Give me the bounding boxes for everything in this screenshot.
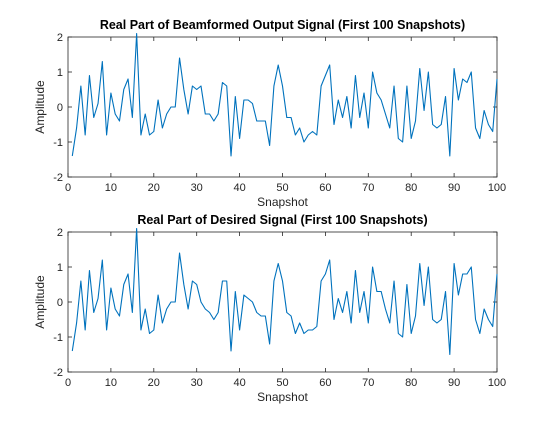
x-tick-label: 80 bbox=[405, 182, 417, 194]
x-tick-label: 20 bbox=[148, 377, 160, 389]
chart-title: Real Part of Desired Signal (First 100 S… bbox=[137, 213, 427, 227]
x-tick-label: 90 bbox=[448, 182, 460, 194]
series-line-1 bbox=[71, 227, 498, 356]
y-tick-label: 0 bbox=[57, 102, 63, 114]
x-tick-label: 60 bbox=[319, 182, 331, 194]
x-tick-label: 60 bbox=[319, 377, 331, 389]
y-tick-label: -2 bbox=[53, 172, 63, 184]
y-tick-label: -1 bbox=[53, 332, 63, 344]
x-tick-label: 50 bbox=[276, 377, 288, 389]
x-tick-label: 50 bbox=[276, 182, 288, 194]
x-tick-label: 0 bbox=[65, 182, 71, 194]
y-tick-label: 1 bbox=[57, 67, 63, 79]
x-tick-label: 70 bbox=[362, 377, 374, 389]
x-tick-label: 80 bbox=[405, 377, 417, 389]
subplot-1: Real Part of Beamformed Output Signal (F… bbox=[33, 18, 506, 209]
x-axis-label: Snapshot bbox=[257, 390, 308, 404]
x-tick-label: 10 bbox=[105, 377, 117, 389]
y-tick-label: -2 bbox=[53, 367, 63, 379]
y-tick-label: 1 bbox=[57, 262, 63, 274]
y-axis-label: Amplitude bbox=[33, 80, 47, 134]
subplot-2: Real Part of Desired Signal (First 100 S… bbox=[33, 213, 506, 404]
x-axis-label: Snapshot bbox=[257, 195, 308, 209]
x-tick-label: 100 bbox=[488, 377, 506, 389]
x-tick-label: 40 bbox=[233, 182, 245, 194]
y-tick-label: -1 bbox=[53, 137, 63, 149]
y-axis-label: Amplitude bbox=[33, 275, 47, 329]
x-tick-label: 30 bbox=[191, 182, 203, 194]
x-tick-label: 90 bbox=[448, 377, 460, 389]
x-tick-label: 100 bbox=[488, 182, 506, 194]
x-tick-label: 40 bbox=[233, 377, 245, 389]
series-line-1 bbox=[71, 32, 498, 157]
x-tick-label: 70 bbox=[362, 182, 374, 194]
x-tick-label: 20 bbox=[148, 182, 160, 194]
y-tick-label: 0 bbox=[57, 297, 63, 309]
chart-title: Real Part of Beamformed Output Signal (F… bbox=[100, 18, 465, 32]
x-tick-label: 30 bbox=[191, 377, 203, 389]
y-tick-label: 2 bbox=[57, 227, 63, 239]
x-tick-label: 10 bbox=[105, 182, 117, 194]
y-tick-label: 2 bbox=[57, 32, 63, 44]
x-tick-label: 0 bbox=[65, 377, 71, 389]
